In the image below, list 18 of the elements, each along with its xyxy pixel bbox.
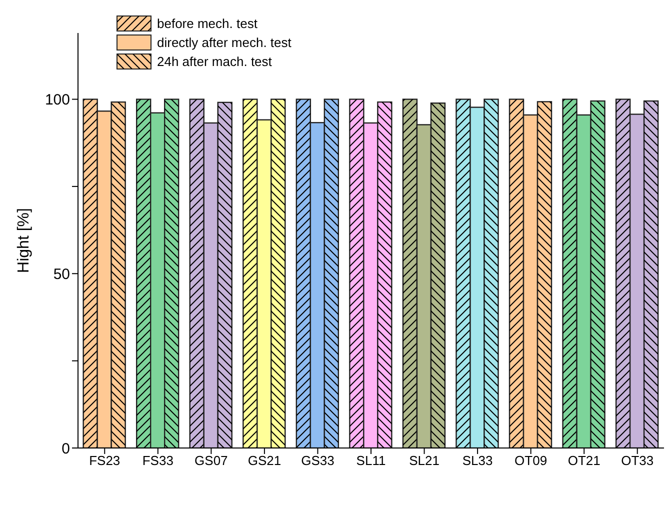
x-tick-label: SL11 [356,453,386,468]
legend-label: directly after mech. test [157,34,292,52]
x-tick-label: OT09 [514,453,548,468]
legend-label: 24h after mach. test [157,53,272,71]
x-tick-label: FS23 [89,453,120,468]
x-tick-label: SL21 [409,453,440,468]
x-tick-label: OT21 [568,453,600,468]
y-axis-title: Hight [%] [16,208,33,273]
y-tick-label: 0 [62,440,70,458]
x-tick-label: SL33 [462,453,493,468]
legend-label: before mech. test [157,15,258,33]
x-tick-label: OT33 [621,453,654,468]
y-tick-label: 100 [44,92,70,109]
y-tick-label: 50 [53,266,70,283]
x-tick-label: GS07 [194,453,228,468]
x-tick-label: FS33 [142,453,174,468]
x-tick-label: GS33 [301,453,334,468]
x-tick-label: GS21 [248,453,282,468]
